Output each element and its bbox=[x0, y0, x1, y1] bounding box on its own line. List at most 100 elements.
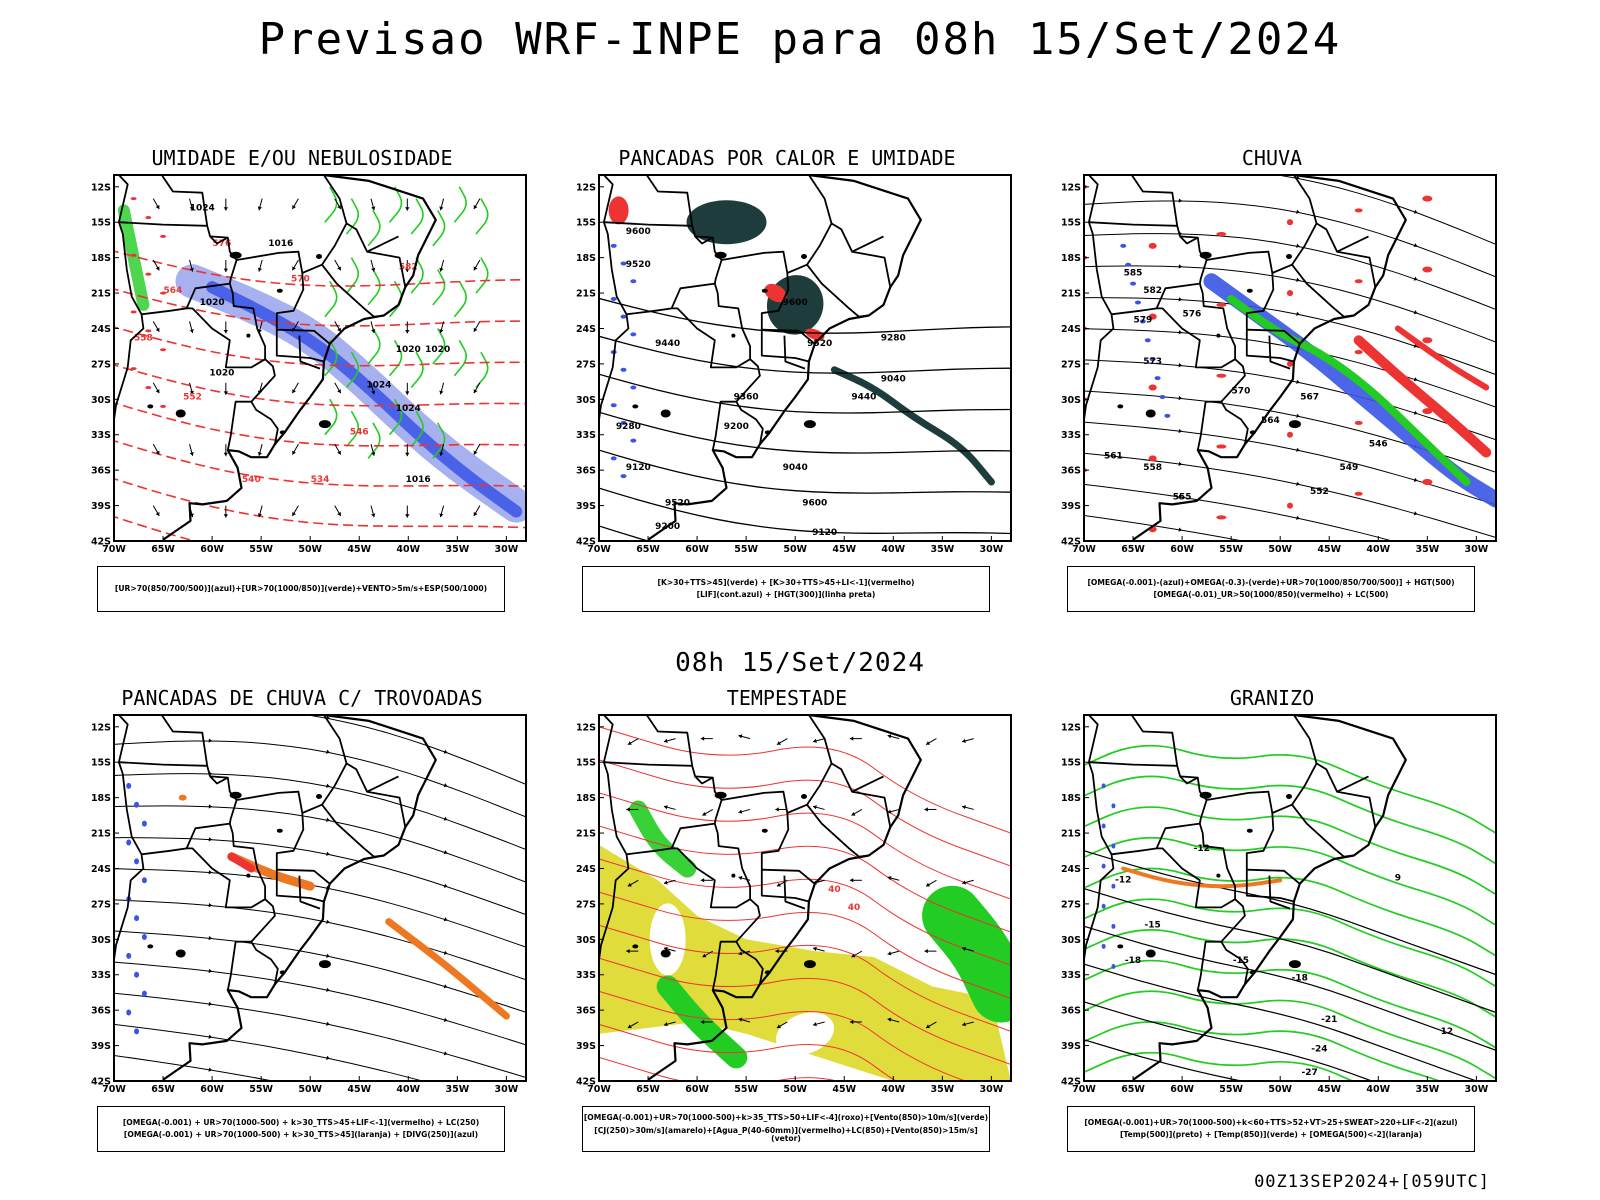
streamline-arrow-head bbox=[1296, 379, 1300, 384]
wind-vector-head bbox=[371, 451, 376, 456]
wind-vector-head bbox=[337, 205, 341, 210]
wind-vector-head bbox=[371, 206, 376, 211]
lat-tick-label: 27S bbox=[91, 359, 111, 370]
divergence-blue bbox=[134, 915, 140, 922]
lon-tick-label: 65W bbox=[636, 1084, 660, 1095]
lake bbox=[761, 288, 768, 293]
humidity-band-500 bbox=[206, 281, 523, 518]
thickness-blob bbox=[130, 253, 137, 257]
streamline-arrow-head bbox=[1413, 209, 1418, 214]
main-title: Previsao WRF-INPE para 08h 15/Set/2024 bbox=[258, 14, 1342, 65]
lake bbox=[1216, 873, 1221, 878]
lat-tick-label: 12S bbox=[576, 182, 596, 193]
water-label: 40 bbox=[828, 885, 841, 895]
lat-tick-label: 12S bbox=[576, 722, 596, 733]
wind-vector-head bbox=[473, 389, 478, 394]
wind-vector-850-head bbox=[702, 811, 707, 816]
wind-vector-head bbox=[292, 266, 296, 271]
model-run-label: 00Z13SEP2024+[059UTC] bbox=[1254, 1172, 1490, 1192]
omega-orange bbox=[1121, 866, 1283, 889]
humidity-contour-green bbox=[345, 257, 360, 294]
lon-tick-label: 60W bbox=[200, 544, 224, 555]
thickness-blob bbox=[130, 367, 137, 371]
streamline-arrow-head bbox=[208, 870, 213, 875]
streamline-arrow-head bbox=[1178, 461, 1183, 466]
thickness-blob bbox=[130, 197, 137, 201]
streamline-arrow-head bbox=[1296, 447, 1300, 452]
height-label: 9120 bbox=[812, 528, 837, 538]
country-border bbox=[114, 175, 145, 427]
lat-tick-label: 42S bbox=[576, 1077, 596, 1088]
wind-vector-head bbox=[473, 205, 478, 210]
country-border bbox=[366, 790, 407, 828]
humidity-red-patch bbox=[1287, 219, 1293, 226]
lon-tick-label: 60W bbox=[200, 1084, 224, 1095]
country-border bbox=[276, 868, 331, 885]
country-border bbox=[1084, 715, 1115, 967]
low-level-jet-contour bbox=[599, 726, 1011, 834]
lat-tick-label: 18S bbox=[91, 253, 111, 264]
country-border bbox=[599, 715, 630, 967]
country-border bbox=[1156, 283, 1236, 369]
wind-vector-head bbox=[155, 450, 160, 455]
hail-blue bbox=[1101, 783, 1106, 789]
coastline bbox=[647, 175, 922, 541]
low-level-jet-contour bbox=[599, 759, 1011, 867]
forecast-map: 1020 1016 1024 1020 1024 1020 1020 1024 1016 576 5… bbox=[91, 174, 527, 555]
lat-tick-label: 21S bbox=[1061, 289, 1081, 300]
humidity-contour-green bbox=[410, 198, 424, 235]
divergence-blue bbox=[141, 877, 147, 884]
lake bbox=[660, 409, 671, 418]
humidity-red-band bbox=[1353, 335, 1492, 458]
lat-tick-label: 27S bbox=[1061, 359, 1081, 370]
legend-line: [LIF](cont.azul) + [HGT(300)](linha pret… bbox=[696, 590, 876, 599]
streamline bbox=[114, 930, 526, 1013]
height-500-label: 561 bbox=[1104, 451, 1123, 461]
country-border bbox=[1130, 175, 1179, 226]
streamline-arrow-head bbox=[443, 917, 448, 922]
humidity-contour-green bbox=[432, 210, 446, 247]
humidity-red-patch bbox=[1216, 232, 1227, 237]
thickness-contour bbox=[114, 364, 526, 407]
temp-label: -27 bbox=[1301, 1068, 1317, 1078]
streamline bbox=[1084, 359, 1496, 441]
humidity-contour-green bbox=[453, 186, 467, 223]
height-300-contour bbox=[599, 373, 1011, 414]
humidity-contour-green bbox=[475, 351, 489, 389]
lon-tick-label: 45W bbox=[832, 544, 856, 555]
height-500-label: 573 bbox=[1143, 357, 1162, 367]
omega-blue-patch bbox=[1154, 376, 1161, 381]
streamline-arrow-head bbox=[1413, 276, 1418, 281]
country-border bbox=[321, 264, 384, 318]
wind-vector-850-head bbox=[926, 1024, 931, 1029]
lat-tick-label: 33S bbox=[576, 430, 596, 441]
lake bbox=[731, 333, 736, 338]
panel-title: CHUVA bbox=[1241, 146, 1303, 170]
thunderstorm-red bbox=[227, 852, 256, 873]
wind-vector-head bbox=[257, 513, 262, 518]
thickness-contour bbox=[114, 477, 526, 529]
lat-tick-label: 21S bbox=[576, 829, 596, 840]
lon-tick-label: 40W bbox=[881, 1084, 905, 1095]
height-label: 9600 bbox=[802, 499, 827, 509]
streamline-arrow-head bbox=[326, 817, 330, 822]
wind-vector-850-head bbox=[813, 946, 817, 951]
pacific-coastline bbox=[530, 175, 597, 541]
lat-tick-label: 39S bbox=[91, 501, 111, 512]
panel-legend: [UR>70(850/700/500)](azul)+[UR>70(1000/8… bbox=[97, 566, 505, 612]
lon-tick-label: 30W bbox=[980, 1084, 1004, 1095]
wind-vector-head bbox=[439, 329, 444, 333]
humidity-contour-green bbox=[324, 186, 338, 223]
country-border bbox=[1246, 868, 1301, 885]
lon-tick-label: 50W bbox=[783, 1084, 807, 1095]
lifted-index-blue bbox=[630, 279, 637, 284]
lifted-index-blue bbox=[620, 261, 627, 266]
lon-tick-label: 35W bbox=[445, 1084, 469, 1095]
lake bbox=[279, 970, 286, 975]
temp-850-contour bbox=[1084, 1051, 1355, 1081]
streamline-arrow-head bbox=[1413, 343, 1418, 348]
streamline-arrow-head bbox=[1178, 330, 1183, 335]
lat-tick-label: 15S bbox=[1061, 218, 1081, 229]
lake bbox=[276, 828, 283, 833]
streamline-arrow-head bbox=[208, 837, 213, 842]
